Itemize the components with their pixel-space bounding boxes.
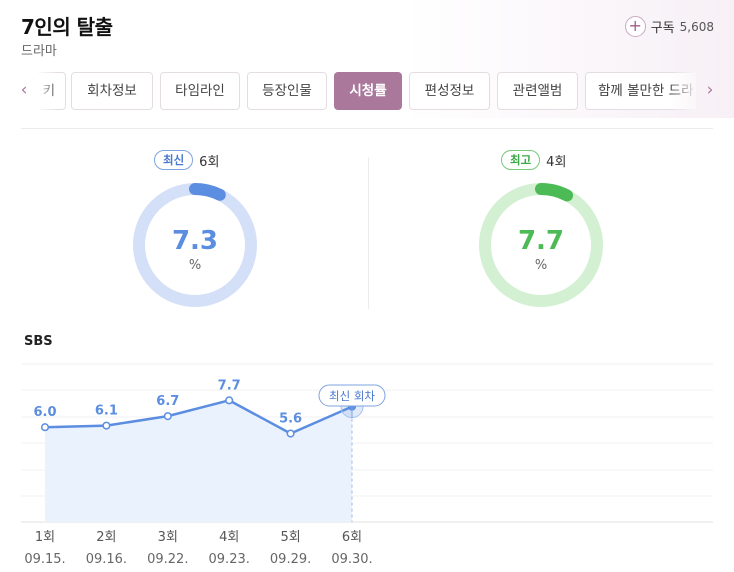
- latest-unit: %: [188, 258, 202, 273]
- highlight-tag-label: 최신 회차: [329, 389, 375, 403]
- x-tick-date: 09.22.: [147, 552, 188, 567]
- tab-timeline[interactable]: 타임라인: [160, 72, 240, 110]
- program-header: 7인의 탈출 드라마 + 구독 5,608 ‹ 키 회차정보 타임라인 등장인물…: [0, 0, 734, 118]
- tab-bar: ‹ 키 회차정보 타임라인 등장인물 시청률 편성정보 관련앨범 함께 볼만한 …: [0, 72, 734, 112]
- data-point: [102, 421, 111, 430]
- x-tick-episode: 3회: [158, 530, 178, 545]
- x-tick-date: 09.23.: [209, 552, 250, 567]
- tabs-viewport: 키 회차정보 타임라인 등장인물 시청률 편성정보 관련앨범 함께 볼만한 드라: [38, 72, 696, 112]
- section-divider: [21, 128, 713, 129]
- highlight-tag-box: [318, 384, 386, 407]
- subscribe-count: 5,608: [679, 19, 714, 34]
- highest-header: 최고 4회: [501, 150, 566, 170]
- data-label: 6.1: [95, 404, 118, 419]
- latest-value: 7.3: [171, 226, 219, 256]
- highest-unit: %: [534, 258, 548, 273]
- data-label: 5.6: [279, 412, 302, 427]
- highest-gauge: [479, 183, 603, 307]
- program-title: 7인의 탈출: [21, 15, 113, 39]
- x-tick-episode: 5회: [280, 530, 300, 545]
- latest-header: 최신 6회: [154, 150, 219, 170]
- data-label: 6.7: [156, 394, 179, 409]
- highest-gauge-fill: [535, 183, 574, 202]
- x-tick-episode: 1회: [35, 530, 55, 545]
- latest-gauge-fill: [189, 183, 226, 201]
- x-tick-date: 09.29.: [270, 552, 311, 567]
- x-tick-date: 09.16.: [86, 552, 127, 567]
- highest-episode: 4회: [546, 154, 567, 170]
- stat-divider: [368, 157, 369, 309]
- data-point: [225, 396, 234, 405]
- ratings-chart: 6.06.16.77.75.67.3최신 회차1회09.15.2회09.16.3…: [21, 363, 713, 567]
- subscribe-label: 구독: [650, 21, 675, 36]
- tabs-fade-right: [670, 72, 696, 110]
- tab-episode-info[interactable]: 회차정보: [71, 72, 153, 110]
- data-point: [286, 429, 295, 438]
- x-tick-date: 09.15.: [24, 552, 65, 567]
- data-label: 7.7: [218, 378, 241, 393]
- latest-gauge: [133, 183, 257, 307]
- program-genre: 드라마: [21, 44, 57, 59]
- x-tick-episode: 6회: [342, 530, 362, 545]
- highest-value: 7.7: [517, 226, 565, 256]
- network-label: SBS: [24, 334, 53, 349]
- data-point: [163, 412, 172, 421]
- x-tick-episode: 2회: [96, 530, 116, 545]
- latest-tag: 최신: [154, 150, 194, 170]
- tabs-fade-left: [38, 72, 58, 110]
- highest-tag: 최고: [501, 150, 541, 170]
- tab-album[interactable]: 관련앨범: [497, 72, 578, 110]
- subscribe-button[interactable]: + 구독 5,608: [624, 16, 714, 37]
- chevron-right-icon[interactable]: ›: [706, 80, 714, 100]
- data-label: 6.0: [33, 405, 56, 420]
- tab-ratings[interactable]: 시청률: [334, 72, 402, 110]
- plus-icon: +: [624, 16, 646, 37]
- chevron-left-icon[interactable]: ‹: [20, 80, 28, 100]
- x-tick-episode: 4회: [219, 530, 239, 545]
- tab-characters[interactable]: 등장인물: [247, 72, 327, 110]
- tab-schedule[interactable]: 편성정보: [409, 72, 490, 110]
- latest-episode: 6회: [199, 154, 220, 170]
- series-area: [45, 400, 352, 522]
- x-tick-date: 09.30.: [331, 552, 372, 567]
- data-point: [40, 423, 50, 432]
- series-line: [44, 399, 353, 435]
